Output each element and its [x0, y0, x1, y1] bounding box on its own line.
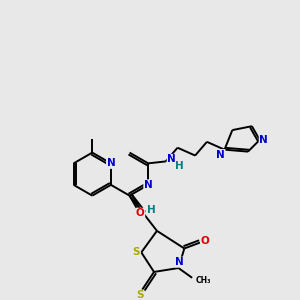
- Text: H: H: [175, 161, 184, 171]
- Text: O: O: [136, 208, 145, 218]
- Text: O: O: [200, 236, 209, 246]
- Text: CH₃: CH₃: [196, 276, 212, 285]
- Text: N: N: [144, 180, 153, 190]
- Text: S: S: [136, 290, 144, 300]
- Text: S: S: [133, 248, 140, 257]
- Text: N: N: [216, 150, 225, 160]
- Text: H: H: [147, 205, 155, 215]
- Text: N: N: [106, 158, 115, 168]
- Text: N: N: [259, 135, 268, 145]
- Text: N: N: [175, 257, 184, 267]
- Text: N: N: [167, 154, 176, 164]
